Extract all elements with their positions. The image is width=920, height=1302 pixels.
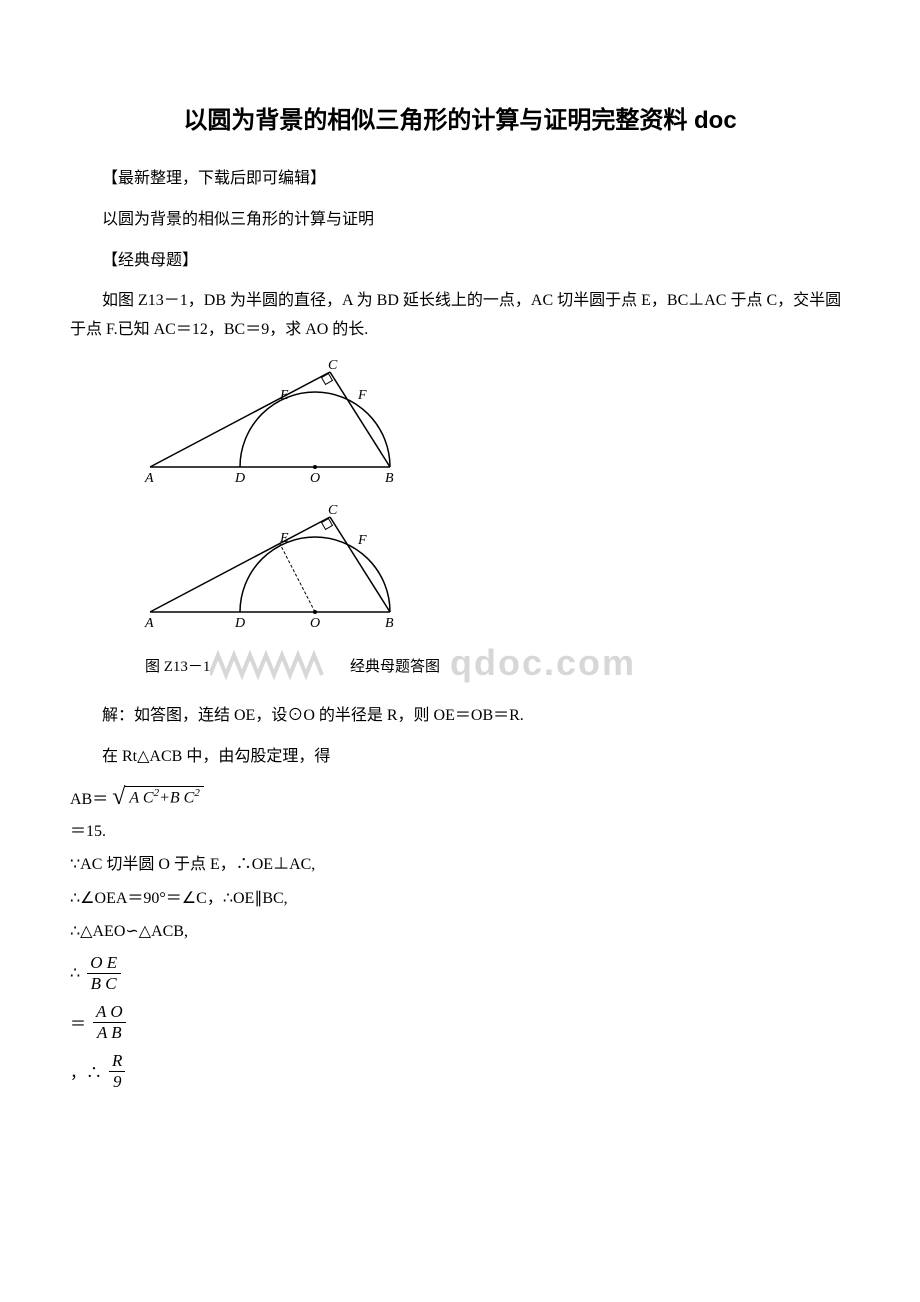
caption-left: 图 Z13－1 bbox=[145, 655, 210, 676]
svg-text:A: A bbox=[144, 471, 154, 486]
svg-text:A: A bbox=[144, 616, 154, 631]
svg-text:E: E bbox=[279, 531, 289, 546]
page-title: 以圆为背景的相似三角形的计算与证明完整资料 doc bbox=[70, 100, 850, 135]
comma-therefore: ，∴ bbox=[70, 1059, 102, 1083]
frac2-den: A B bbox=[93, 1022, 126, 1043]
sqrt-body: A C2+B C2 bbox=[125, 786, 203, 807]
math-frac-3: ，∴ R 9 bbox=[70, 1051, 850, 1092]
frac3-num: R bbox=[108, 1051, 126, 1071]
watermark bbox=[210, 642, 330, 684]
para-7: ∵AC 切半圆 O 于点 E，∴OE⊥AC, bbox=[70, 852, 850, 878]
math-frac-2: ＝ A O A B bbox=[70, 1002, 850, 1043]
svg-text:B: B bbox=[385, 616, 394, 631]
para-3: 【经典母题】 bbox=[70, 247, 850, 276]
ab-label: AB＝ bbox=[70, 785, 108, 809]
svg-text:D: D bbox=[234, 616, 245, 631]
frac1-num: O E bbox=[86, 953, 121, 973]
svg-text:C: C bbox=[328, 358, 338, 373]
para-2: 以圆为背景的相似三角形的计算与证明 bbox=[70, 206, 850, 235]
math-ab: AB＝ √ A C2+B C2 bbox=[70, 784, 850, 811]
svg-text:D: D bbox=[234, 471, 245, 486]
svg-text:B: B bbox=[385, 471, 394, 486]
sqrt-icon: √ bbox=[112, 784, 125, 811]
caption-row: 图 Z13－1 经典母题答图 qdoc.com bbox=[70, 647, 850, 687]
diagram-2: A D O B C E F bbox=[140, 502, 850, 637]
svg-text:F: F bbox=[357, 388, 367, 403]
svg-text:E: E bbox=[279, 388, 289, 403]
svg-text:C: C bbox=[328, 503, 338, 518]
svg-text:O: O bbox=[310, 471, 320, 486]
svg-text:O: O bbox=[310, 616, 320, 631]
para-8: ∴∠OEA＝90°＝∠C，∴OE∥BC, bbox=[70, 886, 850, 912]
para-4: 如图 Z13－1，DB 为半圆的直径，A 为 BD 延长线上的一点，AC 切半圆… bbox=[70, 287, 850, 345]
math-frac-1: ∴ O E B C bbox=[70, 953, 850, 994]
watermark-text: qdoc.com bbox=[450, 642, 636, 684]
frac1-den: B C bbox=[87, 973, 121, 994]
para-5: 解：如答图，连结 OE，设⊙O 的半径是 R，则 OE＝OB＝R. bbox=[70, 702, 850, 731]
therefore-1: ∴ bbox=[70, 963, 80, 983]
frac3-den: 9 bbox=[109, 1071, 126, 1092]
para-6: 在 Rt△ACB 中，由勾股定理，得 bbox=[70, 743, 850, 772]
caption-right: 经典母题答图 bbox=[350, 655, 440, 676]
diagram-1: A D O B C E F bbox=[140, 357, 850, 492]
para-9: ∴△AEO∽△ACB, bbox=[70, 919, 850, 945]
para-1: 【最新整理，下载后即可编辑】 bbox=[70, 165, 850, 194]
frac2-num: A O bbox=[92, 1002, 127, 1022]
eq-sign: ＝ bbox=[70, 1010, 86, 1034]
eq-15: ＝15. bbox=[70, 819, 850, 845]
svg-text:F: F bbox=[357, 533, 367, 548]
